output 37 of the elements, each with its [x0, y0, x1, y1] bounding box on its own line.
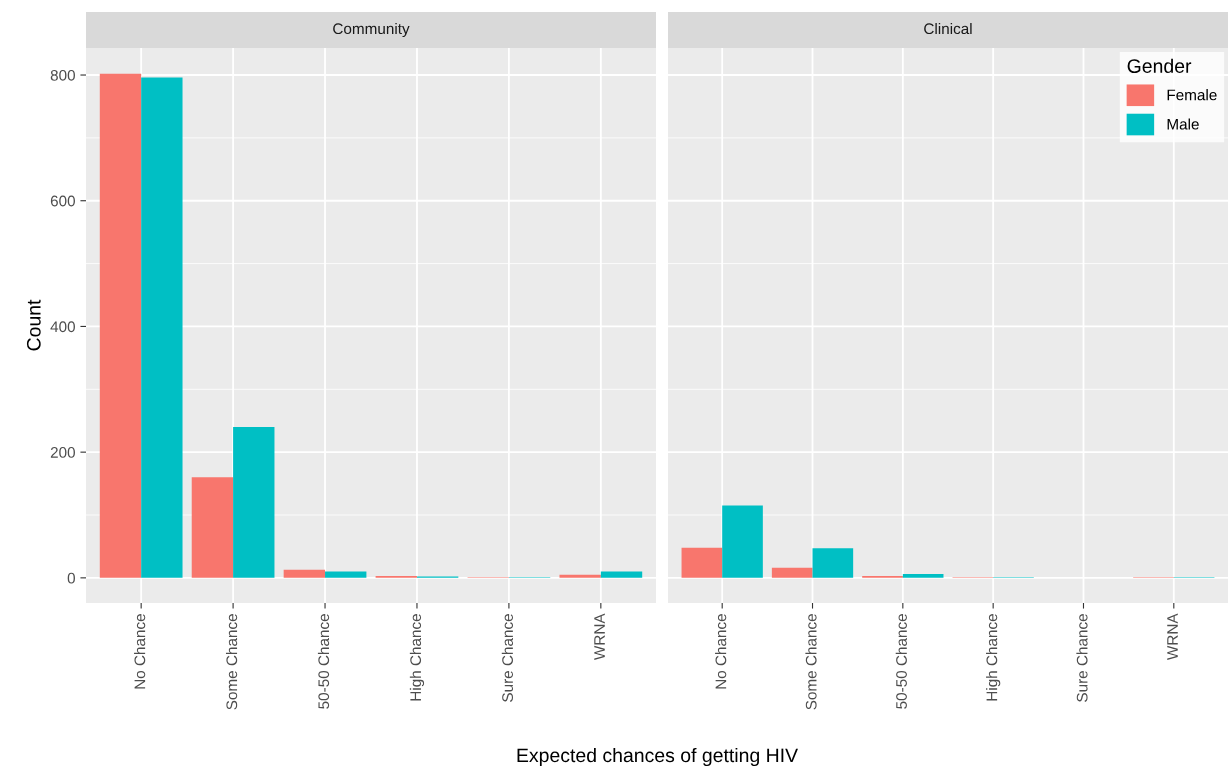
y-tick-label: 600	[50, 195, 75, 207]
bar	[902, 574, 944, 578]
y-tick-label: 400	[50, 321, 75, 333]
bar	[233, 427, 275, 578]
chart-title: Clinical	[924, 22, 972, 35]
bar	[141, 77, 183, 578]
x-tick-label: High Chance	[986, 614, 1001, 701]
x-tick-label: Some Chance	[225, 614, 238, 710]
x-tick-label: No Chance	[715, 614, 727, 689]
bar	[681, 547, 723, 578]
y-axis-title: Count	[26, 299, 41, 351]
legend-title: Gender	[1127, 58, 1192, 73]
x-tick-label: 50-50 Chance	[317, 614, 330, 709]
x-tick-label: High Chance	[409, 614, 425, 701]
bar	[283, 569, 326, 578]
x-axis-title: Expected chances of getting HIV	[517, 747, 798, 767]
bar	[191, 477, 234, 578]
x-tick-label: Some Chance	[805, 614, 817, 710]
bar	[559, 574, 601, 578]
bar	[722, 505, 763, 578]
y-tick-label: 200	[50, 447, 75, 458]
y-tick-label: 0	[67, 572, 75, 584]
x-tick-label: WRNA	[594, 613, 605, 661]
x-tick-label: Sure Chance	[501, 614, 513, 702]
bar	[99, 73, 142, 578]
bar	[812, 548, 854, 578]
bar	[771, 567, 813, 578]
legend-label: Male	[1167, 118, 1199, 130]
bar	[325, 571, 367, 578]
x-tick-label: No Chance	[134, 614, 146, 689]
x-tick-label: 50-50 Chance	[895, 614, 907, 709]
bar	[600, 571, 643, 578]
x-tick-label: Sure Chance	[1076, 614, 1088, 702]
legend-label: Female	[1167, 89, 1217, 101]
chart-title: Community	[333, 22, 410, 38]
x-tick-label: WRNA	[1167, 613, 1178, 661]
y-tick-label: 800	[50, 69, 75, 81]
